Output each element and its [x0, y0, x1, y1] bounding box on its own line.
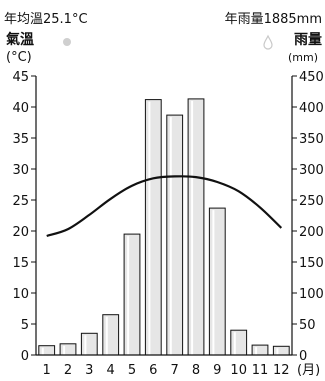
right-tick-label-350: 350 — [299, 132, 324, 147]
precipitation-bar-6 — [144, 99, 162, 356]
left-tick-label-15: 15 — [12, 256, 29, 271]
precipitation-bar-2 — [59, 343, 77, 356]
precipitation-bar-9 — [208, 207, 226, 356]
precipitation-bar-1 — [38, 345, 56, 356]
temperature-axis-unit: (°C) — [6, 50, 32, 65]
right-tick-label-100: 100 — [299, 287, 324, 302]
right-tick-label-400: 400 — [299, 101, 324, 116]
x-tick-label-8: 8 — [192, 363, 200, 378]
right-tick-label-300: 300 — [299, 163, 324, 178]
temperature-axis-title: 氣溫 — [6, 31, 34, 48]
left-tick-label-25: 25 — [12, 194, 29, 209]
x-tick-label-2: 2 — [64, 363, 72, 378]
left-tick-label-10: 10 — [12, 287, 29, 302]
right-tick-label-50: 50 — [299, 318, 316, 333]
annual-precipitation-label: 年雨量1885mm — [225, 12, 322, 27]
x-tick-label-9: 9 — [213, 363, 221, 378]
left-tick-label-0: 0 — [21, 349, 29, 364]
precipitation-bar-11 — [251, 344, 269, 356]
left-tick-label-20: 20 — [12, 225, 29, 240]
x-tick-label-1: 1 — [43, 363, 51, 378]
x-tick-label-6: 6 — [149, 363, 157, 378]
plot-area: 0510152025303540450501001502002503003504… — [12, 70, 323, 378]
right-tick-label-0: 0 — [299, 349, 307, 364]
x-tick-label-12: 12 — [273, 363, 290, 378]
x-axis-unit: (月) — [297, 363, 320, 378]
precipitation-axis-title: 雨量 — [294, 32, 322, 48]
x-tick-label-10: 10 — [230, 363, 247, 378]
right-tick-label-200: 200 — [299, 225, 324, 240]
right-tick-label-250: 250 — [299, 194, 324, 209]
precipitation-bar-7 — [166, 114, 184, 356]
precipitation-bar-10 — [230, 329, 248, 356]
x-tick-label-7: 7 — [171, 363, 179, 378]
right-tick-label-150: 150 — [299, 256, 324, 271]
sun-dot-icon — [63, 38, 71, 46]
annual-temperature-label: 年均溫25.1°C — [4, 12, 88, 27]
temperature-line — [46, 175, 283, 238]
x-tick-label-3: 3 — [85, 363, 93, 378]
precipitation-bar-12 — [272, 345, 290, 356]
right-tick-label-450: 450 — [299, 70, 324, 85]
precipitation-bar-4 — [102, 314, 120, 356]
left-tick-label-5: 5 — [21, 318, 29, 333]
precipitation-bar-5 — [123, 233, 141, 356]
left-tick-label-30: 30 — [12, 163, 29, 178]
precipitation-axis-unit: (mm) — [288, 51, 318, 64]
x-tick-label-4: 4 — [107, 363, 115, 378]
precipitation-bar-3 — [80, 332, 98, 356]
x-tick-label-11: 11 — [252, 363, 269, 378]
raindrop-icon — [263, 34, 273, 50]
left-tick-label-40: 40 — [12, 101, 29, 116]
x-tick-label-5: 5 — [128, 363, 136, 378]
left-tick-label-35: 35 — [12, 132, 29, 147]
precipitation-bar-8 — [187, 98, 205, 356]
left-tick-label-45: 45 — [12, 70, 29, 85]
